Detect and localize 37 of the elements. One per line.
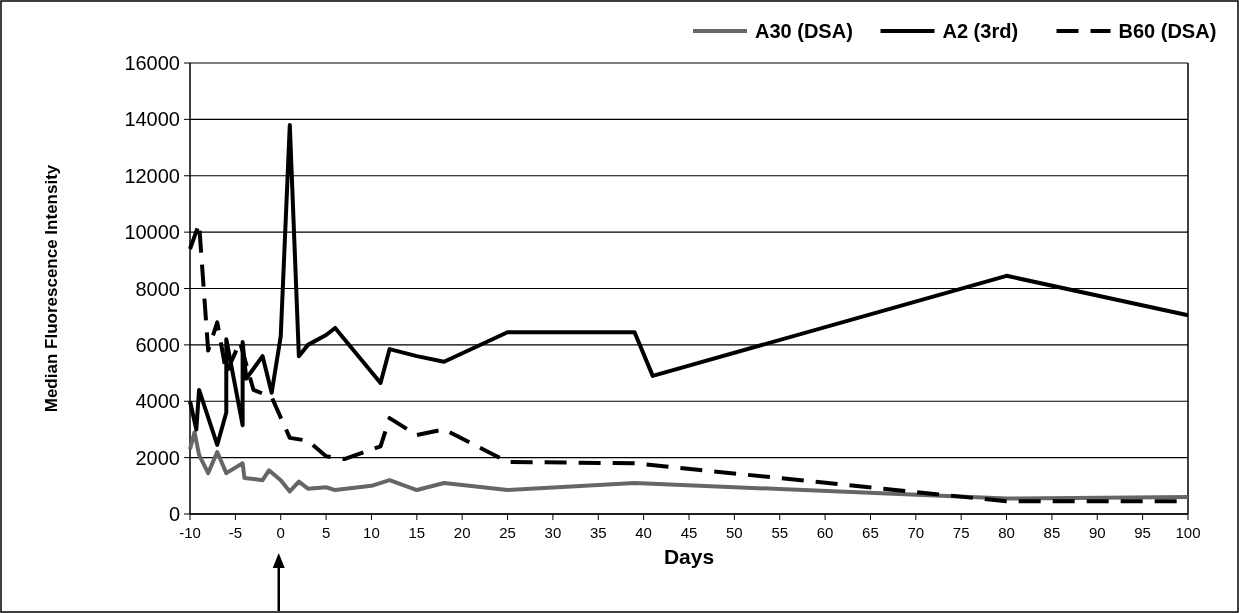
x-tick-label: 85 xyxy=(1043,524,1061,541)
x-tick-label: 90 xyxy=(1088,524,1106,541)
y-tick-label: 8000 xyxy=(135,277,180,300)
y-tick-label: 4000 xyxy=(135,390,180,413)
legend-label: B60 (DSA) xyxy=(1118,20,1217,42)
x-tick-label: 25 xyxy=(499,524,516,541)
y-axis-title: Median Fluorescence Intensity xyxy=(42,164,61,413)
y-tick-label: 6000 xyxy=(135,333,180,356)
y-tick-label: 12000 xyxy=(124,164,180,187)
x-tick-label: 30 xyxy=(544,524,562,541)
y-tick-label: 10000 xyxy=(124,221,180,244)
x-tick-label: 65 xyxy=(862,524,879,541)
x-tick-label: 75 xyxy=(952,524,970,541)
x-tick-label: 95 xyxy=(1134,524,1151,541)
x-tick-label: 15 xyxy=(408,524,426,541)
x-tick-label: 100 xyxy=(1175,524,1201,541)
y-tick-label: 2000 xyxy=(135,446,180,469)
y-tick-label: 16000 xyxy=(124,52,180,74)
x-tick-label: 35 xyxy=(589,524,607,541)
y-tick-label: 14000 xyxy=(124,108,180,131)
x-tick-label: 10 xyxy=(363,524,380,541)
x-tick-label: 70 xyxy=(907,524,925,541)
legend-label: A30 (DSA) xyxy=(755,20,853,42)
x-axis-title: Days xyxy=(663,545,715,568)
y-tick-label: 0 xyxy=(168,503,180,525)
x-tick-label: 55 xyxy=(771,524,789,541)
x-tick-label: 20 xyxy=(453,524,471,541)
x-tick-label: 40 xyxy=(635,524,652,541)
x-tick-label: 5 xyxy=(321,524,331,541)
x-tick-label: 50 xyxy=(726,524,743,541)
x-tick-label: -10 xyxy=(179,524,201,541)
x-tick-label: -5 xyxy=(228,524,243,541)
x-tick-label: 45 xyxy=(680,524,698,541)
legend-label: A2 (3rd) xyxy=(942,20,1019,42)
x-tick-label: 0 xyxy=(276,524,285,541)
x-tick-label: 60 xyxy=(816,524,834,541)
x-tick-label: 80 xyxy=(998,524,1015,541)
